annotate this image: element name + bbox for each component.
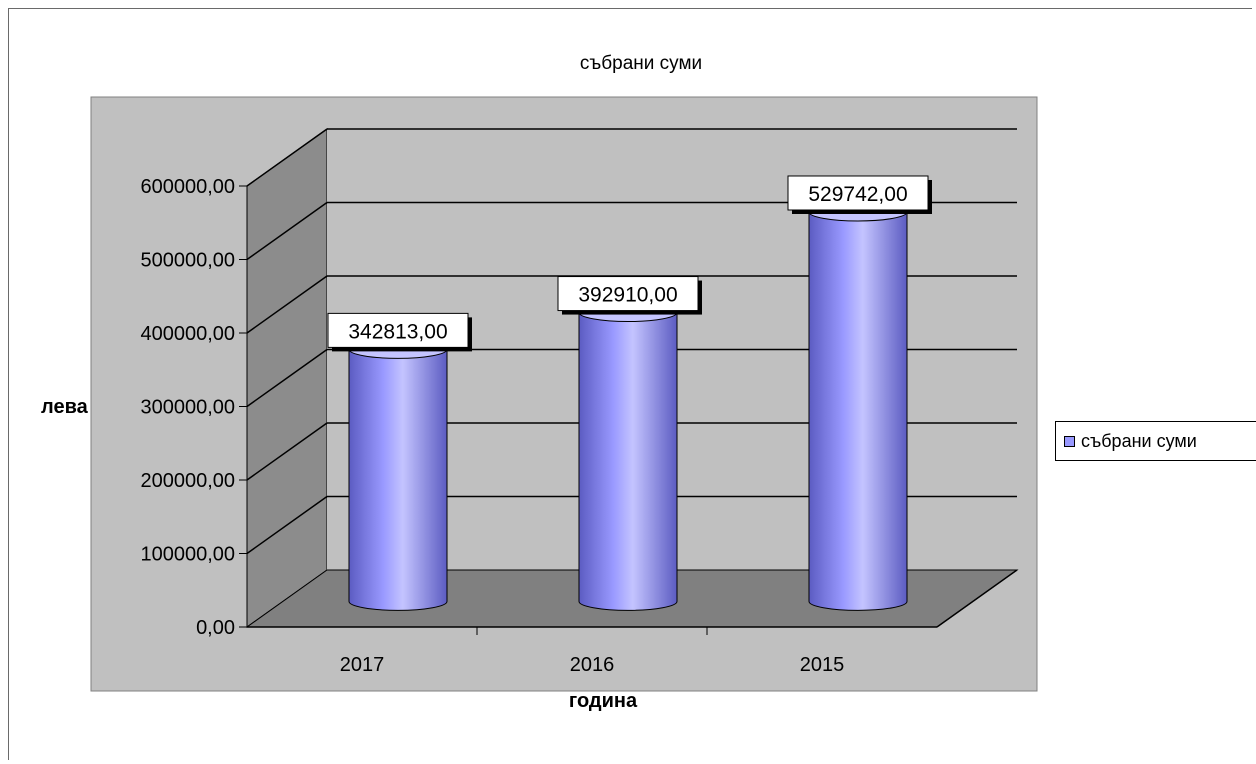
chart-canvas: 0,00 100000,00 200000,00 300000,00 400000,00… [41,53,1038,712]
floor-right-edge [936,569,1018,628]
x-tick-label: 2015 [800,654,845,676]
gridline-side [246,275,328,334]
y-tick-label: 0,00 [196,617,235,639]
data-label: 392910,00 [578,284,677,307]
legend: събрани суми [1055,421,1256,461]
chart-title: събрани суми [580,53,702,74]
y-tick-label: 100000,00 [140,544,235,566]
y-axis-title: лева [41,396,89,418]
bar-2015: 529742,00 [787,175,932,611]
legend-swatch [1064,435,1075,447]
x-tick-label: 2016 [570,654,615,676]
x-tick-label: 2017 [340,654,385,676]
data-label-box [327,312,469,348]
bar-body [348,348,448,611]
y-tick-label: 300000,00 [140,397,235,419]
gridline-side [246,495,328,555]
chart-frame: 0,00 100000,00 200000,00 300000,00 400000,00… [8,8,1256,760]
y-tick-label: 200000,00 [140,470,235,492]
bar-body [578,312,678,611]
bar-2016: 392910,00 [557,276,702,611]
data-label-box [557,276,699,312]
legend-label: събрани суми [1081,430,1197,451]
x-axis-title: година [569,690,638,712]
y-tick-label: 500000,00 [140,250,235,272]
y-tick-label: 600000,00 [140,176,235,198]
gridline-side [246,348,328,408]
gridline-side [246,422,328,481]
y-tick-label: 400000,00 [140,323,235,345]
bar-body [808,211,908,611]
data-label: 529742,00 [808,183,907,206]
gridline-side [246,128,328,187]
data-label: 342813,00 [348,320,447,343]
gridline-side [246,201,328,261]
bar-2017: 342813,00 [327,312,472,611]
data-label-box [787,175,929,211]
